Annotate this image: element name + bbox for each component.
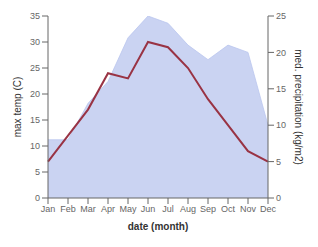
svg-text:25: 25 (276, 11, 286, 21)
svg-text:10: 10 (276, 120, 286, 130)
svg-text:Jul: Jul (162, 204, 174, 214)
svg-text:5: 5 (276, 157, 281, 167)
svg-text:30: 30 (30, 37, 40, 47)
svg-text:0: 0 (276, 193, 281, 203)
svg-text:Dec: Dec (260, 204, 277, 214)
svg-text:med. precipitation (kg/m2): med. precipitation (kg/m2) (293, 49, 304, 165)
svg-text:Jan: Jan (41, 204, 56, 214)
svg-text:Jun: Jun (141, 204, 156, 214)
svg-text:Feb: Feb (60, 204, 76, 214)
svg-text:Mar: Mar (80, 204, 96, 214)
svg-text:date (month): date (month) (128, 221, 189, 232)
svg-text:20: 20 (276, 48, 286, 58)
svg-text:May: May (119, 204, 137, 214)
svg-text:Nov: Nov (240, 204, 257, 214)
svg-text:15: 15 (30, 115, 40, 125)
svg-text:20: 20 (30, 89, 40, 99)
svg-text:35: 35 (30, 11, 40, 21)
svg-text:max temp (C): max temp (C) (12, 77, 23, 138)
svg-text:Oct: Oct (221, 204, 236, 214)
svg-text:15: 15 (276, 84, 286, 94)
svg-text:10: 10 (30, 141, 40, 151)
svg-text:0: 0 (35, 193, 40, 203)
svg-text:Aug: Aug (180, 204, 196, 214)
svg-text:Apr: Apr (101, 204, 115, 214)
svg-text:Sep: Sep (200, 204, 216, 214)
svg-text:25: 25 (30, 63, 40, 73)
svg-text:5: 5 (35, 167, 40, 177)
